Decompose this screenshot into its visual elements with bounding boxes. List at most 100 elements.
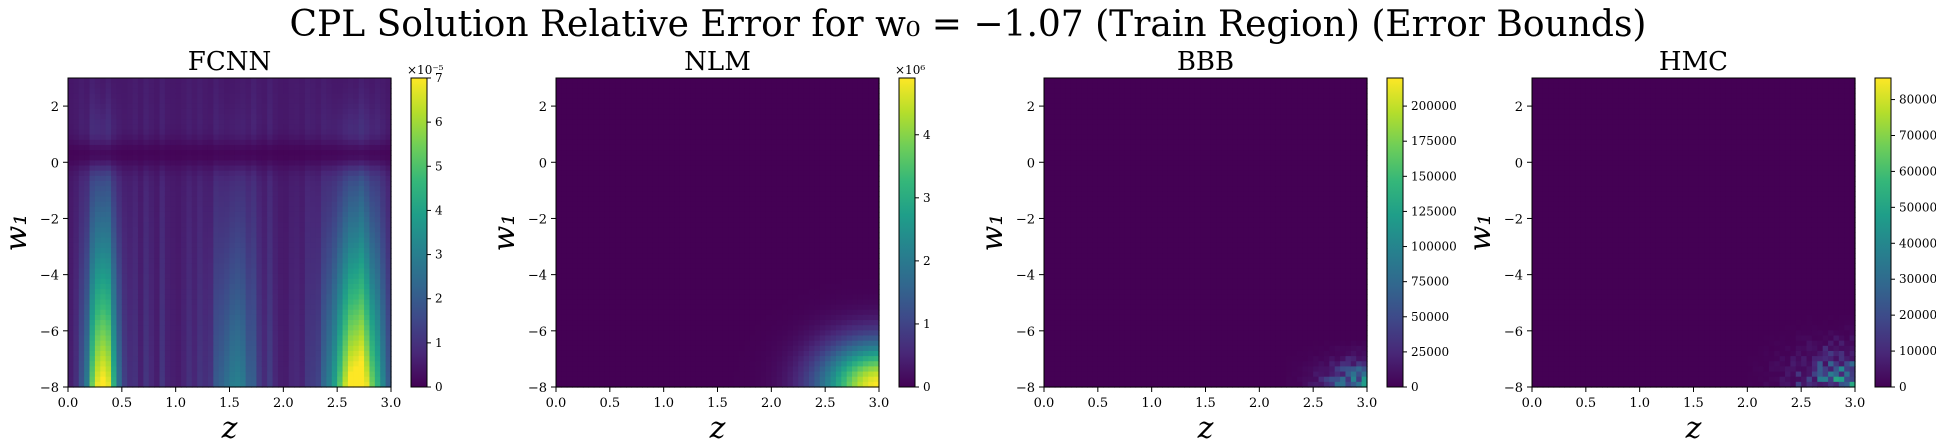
heatmap-cell: [73, 119, 80, 125]
heatmap-cell: [94, 366, 101, 373]
heatmap-cell: [218, 119, 225, 125]
heatmap-cell: [116, 330, 123, 337]
heatmap-cell: [68, 304, 74, 311]
heatmap-cell: [89, 211, 96, 218]
heatmap-cell: [647, 361, 654, 367]
heatmap-cell: [240, 299, 247, 306]
heatmap-cell: [234, 268, 241, 275]
heatmap-cell: [261, 309, 268, 316]
heatmap-cell: [105, 309, 112, 316]
heatmap-cell: [277, 320, 284, 326]
heatmap-cell: [310, 83, 317, 89]
heatmap-cell: [100, 325, 107, 331]
heatmap-cell: [364, 124, 371, 131]
heatmap-cell: [582, 314, 589, 321]
heatmap-cell: [337, 299, 344, 306]
heatmap-cell: [251, 330, 258, 337]
heatmap-cell: [261, 201, 268, 208]
heatmap-cell: [170, 371, 177, 378]
heatmap-cell: [218, 88, 225, 95]
heatmap-cell: [556, 124, 562, 131]
heatmap-cell: [288, 196, 295, 203]
heatmap-cell: [599, 299, 606, 306]
heatmap-cell: [374, 278, 381, 285]
heatmap-cell: [364, 134, 371, 141]
heatmap-cell: [283, 376, 290, 383]
heatmap-cell: [143, 294, 150, 301]
heatmap-cell: [89, 222, 96, 228]
heatmap-cell: [566, 119, 573, 125]
heatmap-cell: [78, 78, 85, 84]
heatmap-cell: [283, 335, 290, 342]
heatmap-cell: [164, 304, 171, 311]
heatmap-cell: [272, 381, 279, 388]
heatmap-cell: [84, 309, 91, 316]
heatmap-cell: [561, 78, 568, 84]
heatmap-cell: [94, 335, 101, 342]
heatmap-cell: [234, 88, 241, 95]
heatmap-cell: [89, 350, 96, 357]
heatmap-cell: [374, 232, 381, 239]
heatmap-cell: [175, 206, 182, 213]
heatmap-cell: [358, 325, 365, 331]
heatmap-cell: [78, 284, 85, 290]
heatmap-cell: [669, 186, 676, 192]
heatmap-cell: [620, 258, 627, 264]
heatmap-cell: [89, 356, 96, 362]
heatmap-cell: [202, 222, 209, 228]
heatmap-cell: [674, 186, 681, 192]
heatmap-cell: [148, 340, 155, 347]
heatmap-cell: [89, 340, 96, 347]
heatmap-cell: [224, 232, 231, 239]
heatmap-cell: [68, 289, 74, 295]
heatmap-cell: [84, 258, 91, 264]
heatmap-cell: [342, 155, 349, 161]
heatmap-cell: [159, 309, 166, 316]
heatmap-cell: [245, 278, 252, 285]
heatmap-cell: [347, 340, 354, 347]
heatmap-cell: [669, 289, 676, 295]
heatmap-cell: [556, 309, 562, 316]
heatmap-cell: [572, 181, 579, 187]
heatmap-cell: [202, 314, 209, 321]
heatmap-cell: [556, 247, 562, 254]
heatmap-cell: [197, 247, 204, 254]
heatmap-cell: [116, 278, 123, 285]
heatmap-cell: [358, 345, 365, 352]
heatmap-cell: [663, 263, 670, 270]
heatmap-cell: [572, 211, 579, 218]
heatmap-cell: [625, 304, 632, 311]
heatmap-cell: [631, 242, 638, 249]
heatmap-cell: [78, 330, 85, 337]
heatmap-cell: [380, 376, 387, 383]
heatmap-cell: [234, 366, 241, 373]
heatmap-cell: [181, 206, 188, 213]
heatmap-cell: [229, 88, 236, 95]
heatmap-cell: [315, 371, 322, 378]
heatmap-cell: [143, 345, 150, 352]
heatmap-cell: [310, 289, 317, 295]
heatmap-cell: [642, 108, 649, 115]
heatmap-cell: [364, 170, 371, 177]
heatmap-cell: [181, 114, 188, 120]
heatmap-cell: [315, 299, 322, 306]
heatmap-cell: [186, 273, 193, 280]
heatmap-cell: [364, 366, 371, 373]
heatmap-cell: [321, 114, 327, 120]
heatmap-cell: [154, 206, 161, 213]
heatmap-cell: [283, 196, 290, 203]
heatmap-cell: [326, 273, 333, 280]
heatmap-cell: [164, 217, 171, 223]
heatmap-cell: [556, 206, 562, 213]
heatmap-cell: [148, 119, 155, 125]
heatmap-cell: [615, 103, 622, 110]
heatmap-cell: [164, 284, 171, 290]
heatmap-cell: [267, 284, 274, 290]
heatmap-cell: [78, 325, 85, 331]
heatmap-cell: [229, 165, 236, 172]
heatmap-cell: [625, 78, 632, 84]
heatmap-cell: [272, 108, 279, 115]
heatmap-cell: [127, 150, 134, 156]
heatmap-cell: [631, 201, 638, 208]
